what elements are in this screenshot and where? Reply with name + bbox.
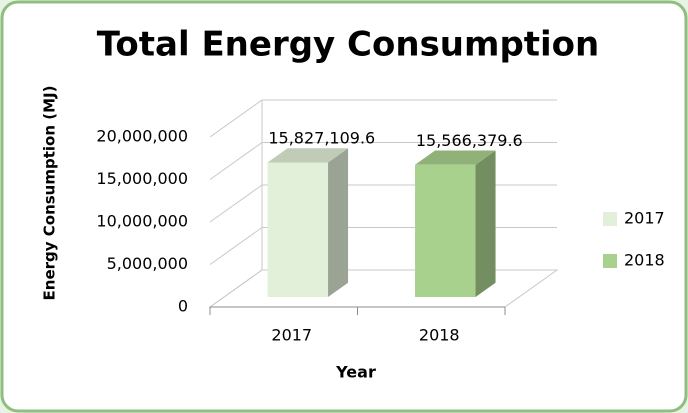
bar-front: [415, 164, 476, 298]
plot-area: 0 5,000,000 10,000,000 15,000,000 20,000,000…: [96, 99, 559, 345]
y-tick-label: 10,000,000: [96, 212, 188, 231]
x-tick-label: 2018: [419, 326, 460, 345]
y-tick-label: 20,000,000: [96, 127, 188, 146]
chart-title: Total Energy Consumption: [97, 25, 600, 65]
bar: [415, 150, 496, 298]
bar-top: [267, 148, 349, 163]
bar-side: [475, 150, 496, 298]
x-tick-label: 2017: [271, 326, 312, 345]
y-tick-label: 5,000,000: [107, 254, 188, 273]
legend-swatch: [603, 212, 617, 226]
bar: [267, 148, 349, 298]
bar-front: [267, 162, 329, 298]
data-label: 15,566,379.6: [416, 131, 523, 150]
bar-top: [415, 150, 496, 165]
legend-label: 2017: [624, 209, 665, 228]
y-tick-label: 0: [178, 297, 188, 316]
data-label: 15,827,109.6: [268, 129, 375, 148]
bar-side: [328, 148, 349, 298]
y-axis-label: Energy Consumption (MJ): [41, 86, 59, 301]
legend-label: 2018: [624, 251, 665, 270]
x-axis-label: Year: [335, 363, 376, 382]
legend-swatch: [603, 254, 617, 268]
y-tick-label: 15,000,000: [96, 169, 188, 188]
